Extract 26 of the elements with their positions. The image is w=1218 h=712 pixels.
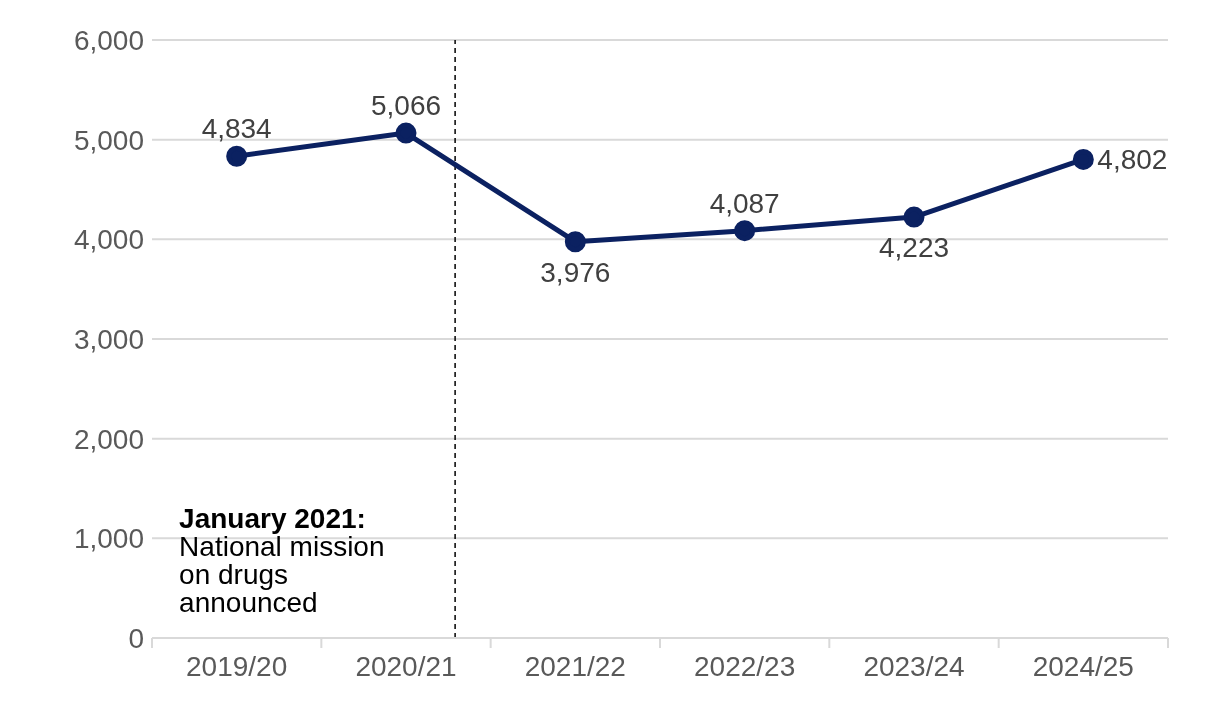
text: 5,066 — [370, 90, 442, 122]
point — [1072, 148, 1094, 170]
x-tick-label: 2021/22 — [524, 651, 626, 682]
text: 3,976 — [540, 256, 611, 288]
y-tick-label: 5,000 — [73, 124, 144, 156]
point — [226, 145, 248, 167]
point — [564, 231, 586, 253]
x-tick-label: 2024/25 — [1032, 651, 1134, 682]
y-tick-label: 1,000 — [73, 523, 144, 555]
text: 4,834 — [201, 113, 272, 145]
x-tick-label: 2019/20 — [186, 651, 288, 682]
point — [395, 122, 417, 144]
text: 4,087 — [709, 187, 780, 219]
x-tick-label: 2020/21 — [355, 651, 457, 682]
point — [903, 206, 925, 228]
ref-line-label: January 2021: National mission on drugs announced — [179, 503, 385, 618]
y-tick-label: 3,000 — [73, 323, 144, 355]
y-tick-label: 0 — [128, 622, 144, 654]
x-tick-label: 2023/24 — [863, 651, 965, 682]
text: 4,802 — [1097, 144, 1168, 176]
y-tick-label: 6,000 — [73, 24, 144, 56]
x-tick-label: 2022/23 — [694, 651, 796, 682]
text: 4,223 — [878, 232, 950, 264]
y-tick-label: 4,000 — [73, 224, 144, 256]
point — [734, 220, 756, 242]
y-tick-label: 2,000 — [73, 423, 144, 455]
